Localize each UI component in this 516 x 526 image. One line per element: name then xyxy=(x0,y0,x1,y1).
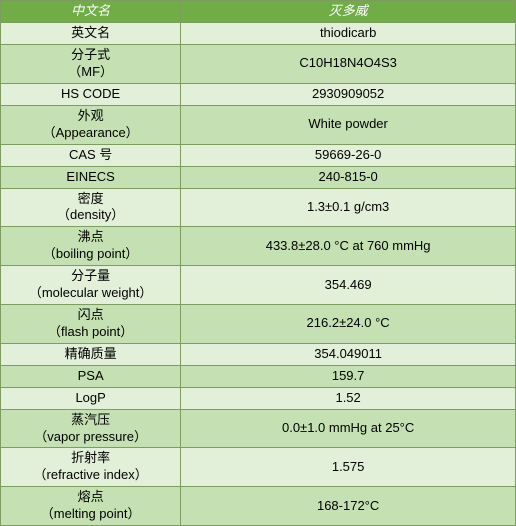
property-label: 沸点（boiling point） xyxy=(1,227,181,266)
property-value: 433.8±28.0 °C at 760 mmHg xyxy=(181,227,516,266)
property-label: 外观（Appearance） xyxy=(1,105,181,144)
property-value: thiodicarb xyxy=(181,23,516,45)
property-value: 0.0±1.0 mmHg at 25°C xyxy=(181,409,516,448)
table-row: 密度（density）1.3±0.1 g/cm3 xyxy=(1,188,516,227)
property-label: 精确质量 xyxy=(1,343,181,365)
table-row: 精确质量354.049011 xyxy=(1,343,516,365)
property-value: 2930909052 xyxy=(181,83,516,105)
property-label: 闪点（flash point） xyxy=(1,304,181,343)
property-value: 354.469 xyxy=(181,266,516,305)
property-value: White powder xyxy=(181,105,516,144)
property-value: C10H18N4O4S3 xyxy=(181,45,516,84)
property-label: 英文名 xyxy=(1,23,181,45)
property-value: 1.3±0.1 g/cm3 xyxy=(181,188,516,227)
property-label: 密度（density） xyxy=(1,188,181,227)
property-value: 354.049011 xyxy=(181,343,516,365)
property-label: 折射率（refractive index） xyxy=(1,448,181,487)
property-label: 分子量（molecular weight） xyxy=(1,266,181,305)
table-row: 外观（Appearance）White powder xyxy=(1,105,516,144)
property-label: HS CODE xyxy=(1,83,181,105)
property-value: 1.575 xyxy=(181,448,516,487)
property-label: EINECS xyxy=(1,166,181,188)
table-row: 蒸汽压（vapor pressure）0.0±1.0 mmHg at 25°C xyxy=(1,409,516,448)
property-value: 1.52 xyxy=(181,387,516,409)
property-label: LogP xyxy=(1,387,181,409)
table-row: 分子式（MF）C10H18N4O4S3 xyxy=(1,45,516,84)
header-row: 中文名 灭多威 xyxy=(1,1,516,23)
property-value: 159.7 xyxy=(181,365,516,387)
table-row: LogP1.52 xyxy=(1,387,516,409)
property-label: PSA xyxy=(1,365,181,387)
chemical-properties-table: 中文名 灭多威 英文名thiodicarb分子式（MF）C10H18N4O4S3… xyxy=(0,0,516,526)
table-row: HS CODE2930909052 xyxy=(1,83,516,105)
property-value: 59669-26-0 xyxy=(181,144,516,166)
table-row: PSA159.7 xyxy=(1,365,516,387)
table-body: 英文名thiodicarb分子式（MF）C10H18N4O4S3HS CODE2… xyxy=(1,23,516,526)
table-row: 沸点（boiling point）433.8±28.0 °C at 760 mm… xyxy=(1,227,516,266)
data-table: 中文名 灭多威 英文名thiodicarb分子式（MF）C10H18N4O4S3… xyxy=(0,0,516,526)
table-row: CAS 号59669-26-0 xyxy=(1,144,516,166)
table-row: 分子量（molecular weight）354.469 xyxy=(1,266,516,305)
property-label: CAS 号 xyxy=(1,144,181,166)
table-row: 折射率（refractive index）1.575 xyxy=(1,448,516,487)
property-value: 240-815-0 xyxy=(181,166,516,188)
table-row: 英文名thiodicarb xyxy=(1,23,516,45)
property-label: 分子式（MF） xyxy=(1,45,181,84)
property-label: 蒸汽压（vapor pressure） xyxy=(1,409,181,448)
table-row: 闪点（flash point）216.2±24.0 °C xyxy=(1,304,516,343)
header-left: 中文名 xyxy=(1,1,181,23)
header-right: 灭多威 xyxy=(181,1,516,23)
property-value: 216.2±24.0 °C xyxy=(181,304,516,343)
table-row: EINECS240-815-0 xyxy=(1,166,516,188)
